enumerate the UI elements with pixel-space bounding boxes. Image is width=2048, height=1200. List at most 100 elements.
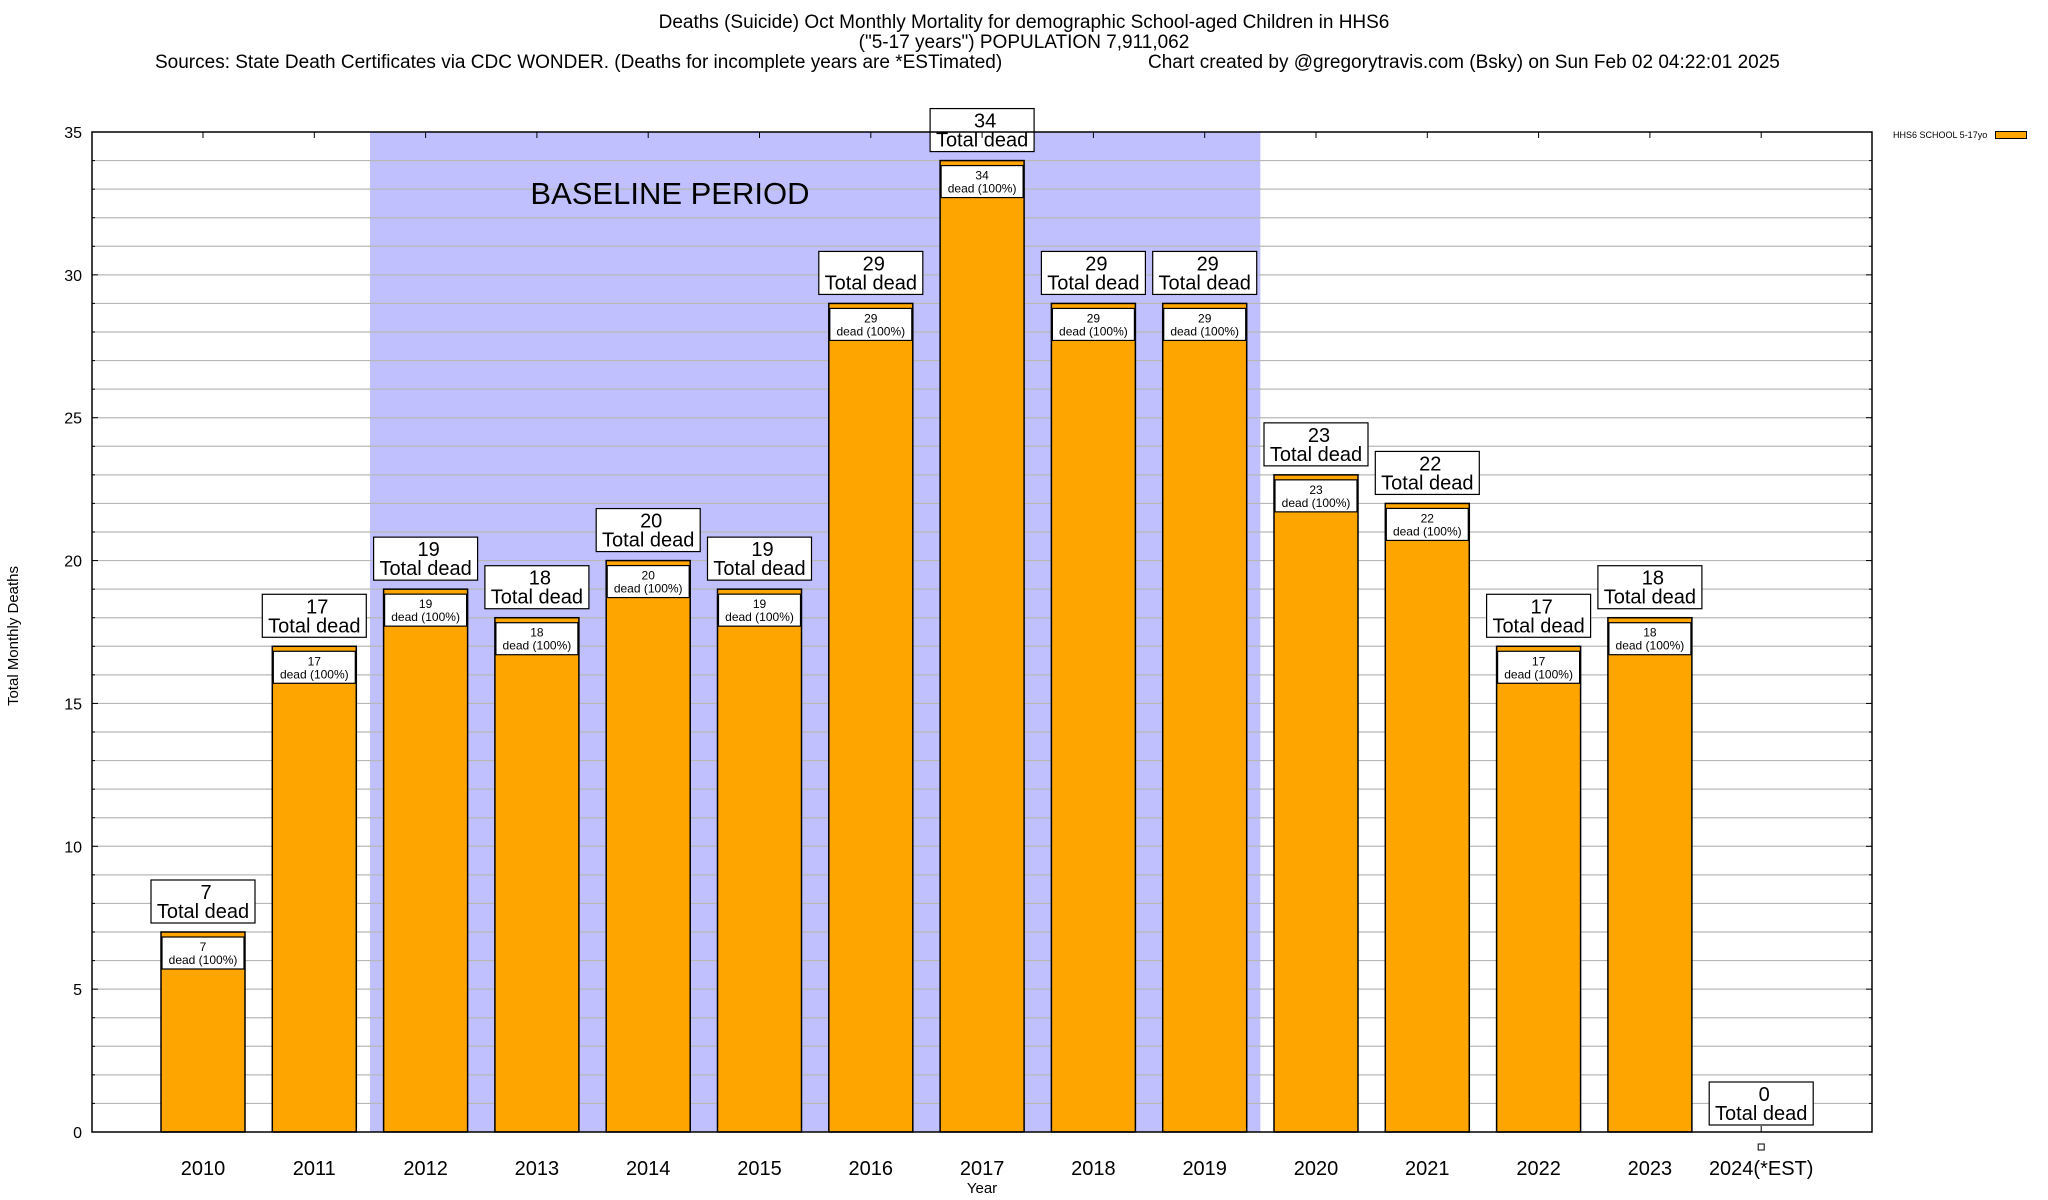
bar-total-value: 19: [417, 539, 439, 561]
bar-total-label: Total dead: [1159, 272, 1251, 294]
bar-total-label-box: [373, 536, 479, 581]
x-tick-label: 2024(*EST): [1709, 1158, 1814, 1180]
bar-total-label-box: [1040, 250, 1147, 296]
bar: [716, 588, 803, 1133]
bar: [1384, 502, 1471, 1133]
y-tick-label: 30: [64, 268, 82, 285]
bar-total-label: Total dead: [602, 530, 694, 552]
bar-total-label: Total dead: [1270, 444, 1362, 466]
legend: HHS6 SCHOOL 5-17yo: [1893, 130, 2028, 140]
y-tick-label: 25: [64, 411, 82, 428]
bar-total-value: 23: [1308, 425, 1330, 447]
x-tick-label: 2016: [849, 1158, 894, 1180]
bar-inner-value: 29: [1087, 311, 1101, 325]
y-tick-label: 15: [64, 696, 82, 713]
bar-total-label-box: [1597, 565, 1703, 610]
bar-inner-label-box: [384, 593, 468, 627]
y-tick-label: 20: [64, 554, 82, 571]
bar-inner-value: 20: [642, 569, 656, 583]
bar-inner-label-box: [161, 936, 245, 970]
x-tick-label: 2021: [1405, 1158, 1450, 1180]
bar-total-label-box: [484, 565, 590, 610]
bar-inner-label: dead (100%): [1504, 667, 1573, 681]
bar-inner-label-box: [1163, 307, 1247, 342]
bar-inner-value: 29: [864, 311, 878, 325]
bar-total-label-box: [261, 593, 367, 638]
bar-total-value: 20: [640, 511, 662, 533]
bar-total-label-box: [818, 250, 924, 296]
bar-total-label: Total dead: [1604, 587, 1696, 609]
bar-inner-label-box: [1496, 650, 1581, 684]
y-axis-label: Total Monthly Deaths: [5, 565, 22, 707]
bar-inner-value: 17: [1532, 654, 1546, 668]
bar-total-label: Total dead: [157, 901, 249, 923]
bar-inner-label: dead (100%): [948, 182, 1017, 196]
bar-inner-label-box: [272, 650, 356, 684]
bar-inner-label-box: [1274, 479, 1358, 513]
chart-subtitle: ("5-17 years") POPULATION 7,911,062: [858, 32, 1190, 53]
x-tick-label: 2010: [181, 1158, 226, 1180]
bar-total-label-box: [929, 107, 1035, 153]
bar-total-label-box: [706, 536, 813, 581]
bar: [494, 616, 580, 1133]
plot-frame: [91, 131, 1873, 1133]
bar-inner-label: dead (100%): [1170, 324, 1239, 338]
bar-total-value: 18: [1642, 568, 1664, 590]
bar-total-label: Total dead: [379, 558, 471, 580]
bar-total-value: 34: [974, 111, 996, 133]
bar-inner-label-box: [1051, 307, 1136, 342]
bar-total-label: Total dead: [825, 272, 917, 294]
bar-inner-value: 23: [1309, 483, 1323, 497]
x-tick-label: 2018: [1071, 1158, 1116, 1180]
bar-total-label: Total dead: [1715, 1103, 1807, 1125]
bar-inner-label: dead (100%): [836, 324, 905, 338]
bar-total-label: Total dead: [491, 587, 583, 609]
bar-inner-label-box: [940, 164, 1024, 199]
x-tick-label: 2020: [1294, 1158, 1339, 1180]
bar-total-value: 29: [863, 253, 885, 275]
bar-total-value: 19: [751, 539, 773, 561]
bar-inner-value: 19: [753, 597, 767, 611]
x-tick-label: 2012: [403, 1158, 448, 1180]
bar-inner-label: dead (100%): [1393, 524, 1462, 538]
bar-inner-label-box: [495, 622, 579, 656]
bar-inner-label-box: [1608, 622, 1692, 656]
x-tick-label: 2011: [293, 1158, 336, 1180]
bar-inner-label: dead (100%): [725, 610, 794, 624]
bar-total-label-box: [595, 507, 701, 553]
bar: [605, 559, 691, 1133]
x-tick-label: 2023: [1628, 1158, 1673, 1180]
bar: [1607, 616, 1693, 1133]
y-tick-label: 10: [64, 839, 82, 856]
bar-inner-label: dead (100%): [1282, 496, 1351, 510]
bar-total-value: 29: [1085, 253, 1107, 275]
x-tick-label: 2019: [1182, 1158, 1227, 1180]
bar-inner-value: 34: [975, 169, 989, 183]
bar-total-value: 17: [306, 596, 328, 618]
bar-inner-label: dead (100%): [1059, 324, 1128, 338]
bar-inner-label-box: [1385, 507, 1469, 542]
bar-total-value: 17: [1530, 596, 1552, 618]
bar-inner-label: dead (100%): [280, 667, 349, 681]
bar-total-label: Total dead: [1381, 472, 1473, 494]
bar: [271, 645, 358, 1133]
bar-total-label: Total dead: [1047, 272, 1139, 294]
bar: [939, 159, 1025, 1133]
x-tick-label: 2014: [626, 1158, 671, 1180]
x-axis-label: Year: [966, 1180, 998, 1197]
bar-inner-label-box: [829, 307, 913, 342]
x-tick-label: 2022: [1516, 1158, 1561, 1180]
bar: [1273, 474, 1359, 1133]
chart-sources: Sources: State Death Certificates via CD…: [155, 52, 1003, 73]
legend-label: HHS6 SCHOOL 5-17yo: [1893, 130, 1988, 140]
bar-inner-label: dead (100%): [169, 953, 238, 967]
bar-inner-value: 29: [1198, 311, 1212, 325]
bar: [1495, 645, 1582, 1133]
bar: [1161, 302, 1248, 1133]
bar-total-value: 7: [200, 882, 211, 904]
chart-title: Deaths (Suicide) Oct Monthly Mortality f…: [658, 12, 1390, 33]
bar-total-label-box: [1708, 1081, 1814, 1126]
bar-total-label-box: [1374, 450, 1480, 496]
bar-total-value: 18: [529, 568, 551, 590]
y-tick-label: 35: [64, 125, 82, 142]
